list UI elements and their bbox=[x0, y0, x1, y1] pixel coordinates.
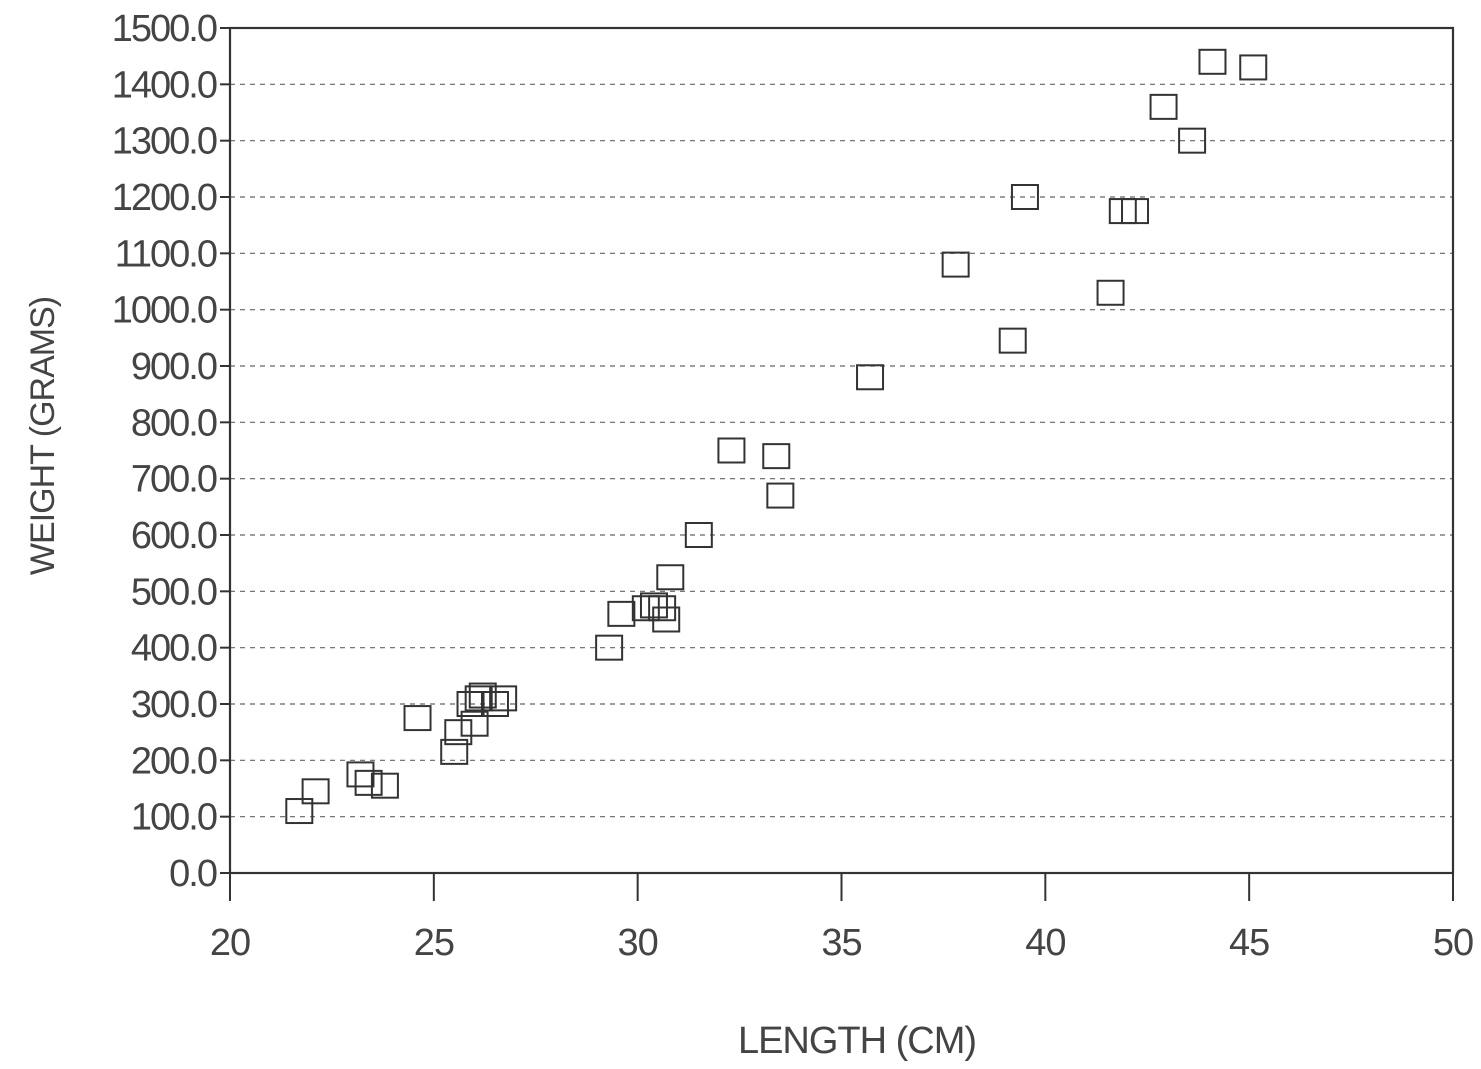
y-tick-label: 300.0 bbox=[131, 684, 217, 726]
data-point bbox=[489, 685, 518, 712]
y-axis: 0.0 100.0 200.0 300.0 400.0 500.0 600.0 700.0 80… bbox=[112, 8, 230, 895]
data-point bbox=[717, 437, 746, 464]
y-tick-label: 1500.0 bbox=[112, 8, 217, 50]
data-point bbox=[856, 364, 885, 391]
y-tick-label: 700.0 bbox=[131, 459, 217, 501]
x-tick-label: 25 bbox=[414, 922, 454, 964]
y-tick-label: 1400.0 bbox=[112, 64, 217, 106]
y-tick-label: 1000.0 bbox=[112, 290, 217, 332]
y-tick-label: 400.0 bbox=[131, 628, 217, 670]
y-axis-title: WEIGHT (GRAMS) bbox=[24, 297, 62, 575]
data-point bbox=[607, 600, 636, 627]
x-axis: 20 25 30 35 40 45 50 bbox=[210, 873, 1474, 964]
y-tick-label: 0.0 bbox=[169, 853, 217, 895]
y-tick-label: 200.0 bbox=[131, 740, 217, 782]
data-point bbox=[370, 772, 399, 799]
data-point bbox=[1096, 279, 1125, 306]
data-points bbox=[285, 48, 1268, 825]
data-point bbox=[762, 443, 791, 470]
data-point bbox=[652, 606, 681, 633]
x-axis-title: LENGTH (CM) bbox=[738, 1020, 976, 1062]
data-point bbox=[684, 522, 713, 548]
x-tick-label: 35 bbox=[821, 922, 861, 964]
x-tick-label: 45 bbox=[1229, 922, 1269, 964]
data-point bbox=[1239, 54, 1268, 81]
plot-frame bbox=[228, 26, 1455, 875]
data-point bbox=[1178, 127, 1207, 154]
data-point bbox=[595, 634, 624, 661]
data-point bbox=[766, 482, 795, 509]
data-point bbox=[403, 705, 432, 732]
y-tick-label: 800.0 bbox=[131, 402, 217, 444]
data-point bbox=[440, 738, 469, 765]
data-point bbox=[354, 769, 383, 796]
data-point bbox=[1121, 198, 1150, 225]
data-point bbox=[464, 685, 493, 712]
data-point bbox=[444, 719, 473, 746]
data-point bbox=[1149, 93, 1178, 120]
data-point bbox=[656, 564, 685, 591]
data-point bbox=[998, 327, 1027, 354]
data-point bbox=[301, 778, 330, 805]
y-tick-label: 500.0 bbox=[131, 571, 217, 613]
y-tick-label: 1300.0 bbox=[112, 121, 217, 163]
x-tick-label: 40 bbox=[1025, 922, 1065, 964]
y-tick-label: 1100.0 bbox=[115, 233, 217, 275]
data-point bbox=[1010, 184, 1039, 210]
data-point bbox=[346, 761, 375, 788]
x-tick-label: 30 bbox=[618, 922, 658, 964]
y-tick-label: 600.0 bbox=[131, 515, 217, 557]
data-point bbox=[460, 710, 489, 737]
y-tick-label: 900.0 bbox=[131, 346, 217, 388]
y-tick-label: 100.0 bbox=[131, 797, 217, 839]
x-tick-label: 50 bbox=[1433, 922, 1473, 964]
x-tick-label: 20 bbox=[210, 922, 250, 964]
data-point bbox=[285, 798, 314, 825]
data-point bbox=[1198, 48, 1227, 75]
data-point bbox=[941, 251, 970, 278]
data-point bbox=[480, 691, 509, 717]
gridlines bbox=[230, 83, 1453, 818]
y-tick-label: 1200.0 bbox=[112, 177, 217, 219]
